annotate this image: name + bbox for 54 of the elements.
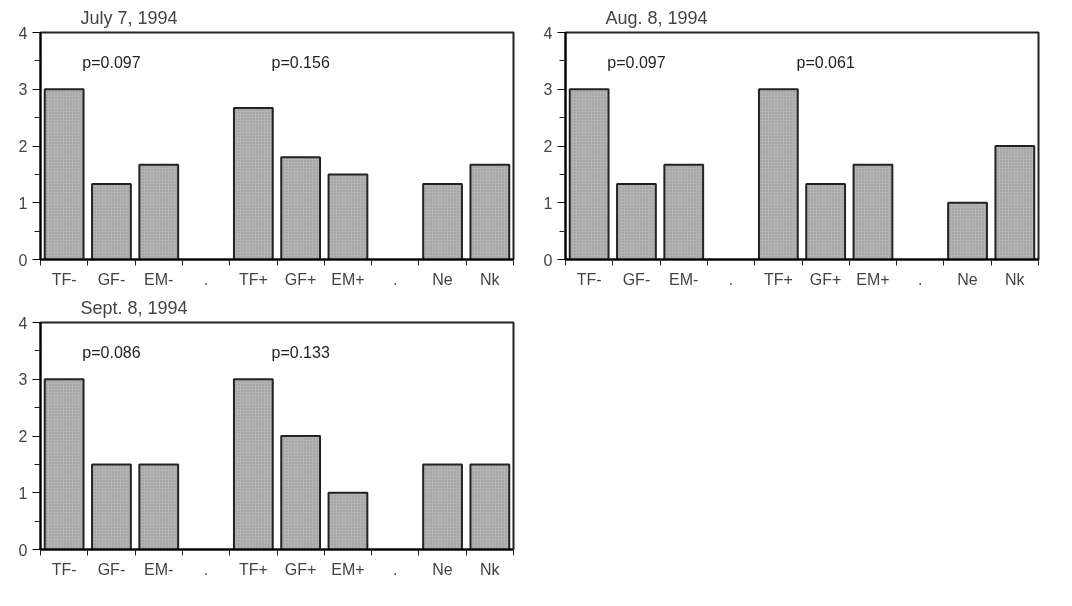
annotation: p=0.156 xyxy=(271,53,330,71)
x-tick-label: . xyxy=(203,270,209,288)
x-tick-label: TF- xyxy=(51,560,77,578)
x-tick-label: Nk xyxy=(480,560,501,578)
y-tick-label: 0 xyxy=(543,251,553,269)
x-tick-label: Nk xyxy=(480,270,501,288)
y-tick-label: 3 xyxy=(543,81,553,99)
y-tick-label: 1 xyxy=(18,484,28,502)
x-tick-label: Ne xyxy=(432,560,453,578)
y-tick-label: 1 xyxy=(543,194,553,212)
x-tick-label: GF- xyxy=(97,560,126,578)
annotation: p=0.086 xyxy=(82,343,141,361)
chart-title: July 7, 1994 xyxy=(80,7,178,28)
x-tick-label: EM+ xyxy=(331,560,365,578)
x-tick-label: EM- xyxy=(144,560,174,578)
y-tick-label: 2 xyxy=(18,428,28,445)
y-tick-label: 4 xyxy=(18,24,28,42)
y-tick-label: 4 xyxy=(18,314,28,332)
x-tick-label: . xyxy=(393,270,398,288)
x-tick-label: EM+ xyxy=(331,270,365,288)
x-tick-label: Ne xyxy=(432,270,453,288)
x-tick-label: EM- xyxy=(669,270,699,288)
y-tick-label: 2 xyxy=(18,138,28,155)
chart-title: Sept. 8, 1994 xyxy=(80,297,188,318)
x-tick-label: EM+ xyxy=(856,270,890,288)
x-tick-label: GF- xyxy=(97,270,126,288)
annotation: p=0.061 xyxy=(796,53,855,71)
annotation: p=0.133 xyxy=(271,343,330,361)
chart-title: Aug. 8, 1994 xyxy=(605,7,708,28)
x-tick-label: TF+ xyxy=(763,270,793,288)
x-tick-label: Ne xyxy=(957,270,978,288)
x-tick-label: . xyxy=(393,560,398,578)
y-tick-label: 1 xyxy=(18,194,28,212)
y-tick-label: 0 xyxy=(18,251,28,269)
x-tick-label: TF- xyxy=(576,270,602,288)
x-tick-label: . xyxy=(203,560,209,578)
x-tick-label: EM- xyxy=(144,270,174,288)
x-tick-label: GF+ xyxy=(284,270,317,288)
x-tick-label: . xyxy=(918,270,923,288)
y-tick-label: 2 xyxy=(543,138,553,155)
y-tick-label: 4 xyxy=(543,24,553,42)
x-tick-label: GF- xyxy=(622,270,651,288)
y-tick-label: 3 xyxy=(18,371,28,389)
x-tick-label: TF+ xyxy=(238,560,268,578)
y-tick-label: 0 xyxy=(18,541,28,559)
annotation: p=0.097 xyxy=(82,53,141,71)
x-tick-label: GF+ xyxy=(284,560,317,578)
x-tick-label: . xyxy=(728,270,734,288)
x-tick-label: GF+ xyxy=(809,270,842,288)
annotation: p=0.097 xyxy=(607,53,666,71)
y-tick-label: 3 xyxy=(18,81,28,99)
x-tick-label: TF- xyxy=(51,270,77,288)
x-tick-label: Nk xyxy=(1005,270,1026,288)
x-tick-label: TF+ xyxy=(238,270,268,288)
